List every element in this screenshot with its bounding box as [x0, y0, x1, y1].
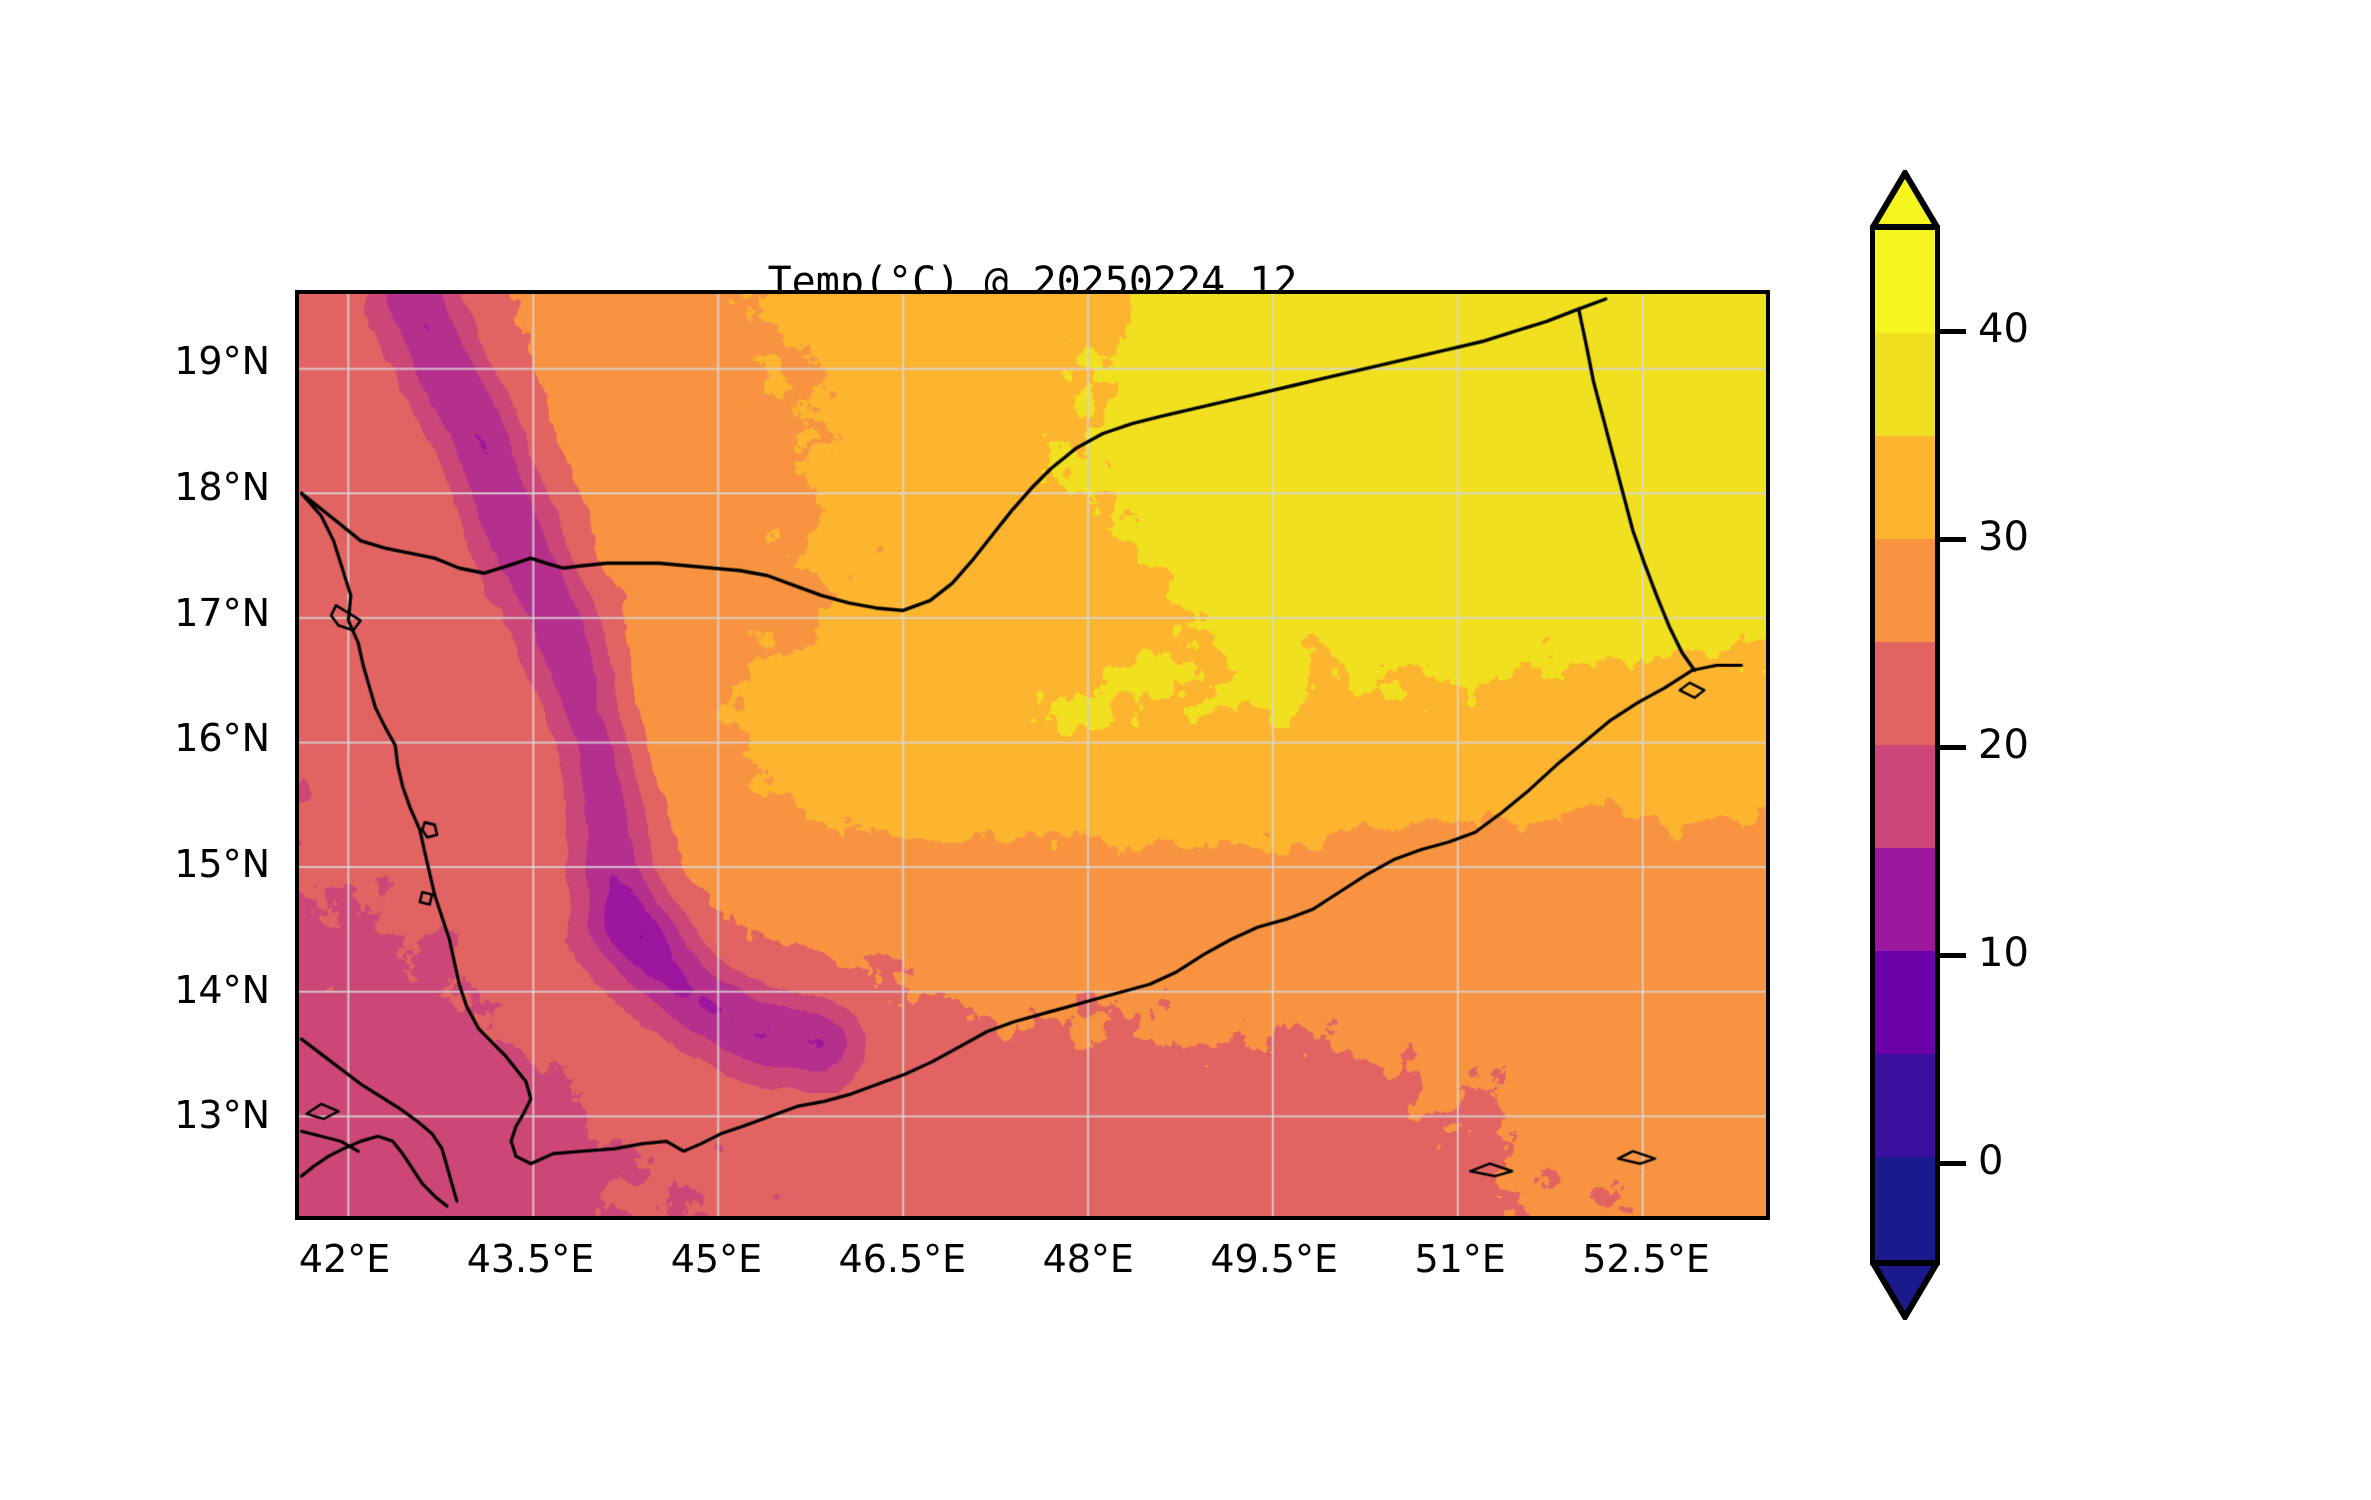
ytick-label: 18°N: [174, 465, 270, 510]
colorbar-tick-label: 40: [1978, 306, 2029, 352]
colorbar-band: [1875, 1157, 1935, 1260]
xtick-label: 51°E: [1414, 1237, 1506, 1281]
colorbar-band: [1875, 642, 1935, 745]
colorbar-gradient: [1870, 225, 1940, 1265]
xtick-label: 48°E: [1042, 1237, 1134, 1281]
ytick-label: 14°N: [174, 967, 270, 1012]
colorbar-tick-mark: [1940, 953, 1966, 958]
ytick-label: 17°N: [174, 590, 270, 635]
colorbar-band: [1875, 848, 1935, 951]
colorbar-tick-label: 10: [1978, 930, 2029, 976]
colorbar-tick-mark: [1940, 329, 1966, 334]
colorbar-band: [1875, 436, 1935, 539]
colorbar-band: [1875, 539, 1935, 642]
xtick-label: 49.5°E: [1210, 1237, 1338, 1281]
colorbar-max-extend-arrow: [1870, 170, 1940, 230]
xtick-label: 42°E: [298, 1237, 391, 1281]
colorbar[interactable]: 0 10 20 30 40: [1870, 170, 2029, 1320]
colorbar-tick-mark: [1940, 537, 1966, 542]
ytick-label: 19°N: [174, 339, 270, 384]
colorbar-band: [1875, 1054, 1935, 1157]
xtick-label: 43.5°E: [466, 1237, 595, 1281]
ytick-label: 13°N: [174, 1093, 270, 1138]
temperature-contour-field: [299, 294, 1766, 1216]
colorbar-min-extend-arrow: [1870, 1260, 1940, 1320]
colorbar-band: [1875, 333, 1935, 436]
colorbar-tick-label: 20: [1978, 722, 2029, 768]
colorbar-tick-label: 0: [1978, 1138, 2004, 1184]
xtick-label: 52.5°E: [1582, 1237, 1710, 1281]
colorbar-band: [1875, 951, 1935, 1054]
ytick-label: 16°N: [174, 716, 270, 761]
xtick-label: 46.5°E: [838, 1237, 967, 1281]
xtick-label: 45°E: [670, 1237, 763, 1281]
colorbar-tick-mark: [1940, 1161, 1966, 1166]
colorbar-tick-mark: [1940, 745, 1966, 750]
colorbar-band: [1875, 745, 1935, 848]
colorbar-band: [1875, 230, 1935, 333]
map-axes[interactable]: [295, 290, 1770, 1220]
colorbar-tick-label: 30: [1978, 514, 2029, 560]
ytick-label: 15°N: [174, 842, 270, 887]
